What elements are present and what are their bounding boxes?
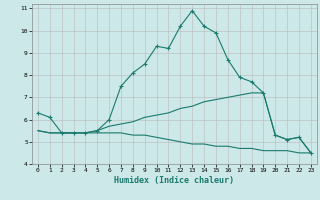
X-axis label: Humidex (Indice chaleur): Humidex (Indice chaleur) bbox=[115, 176, 234, 185]
